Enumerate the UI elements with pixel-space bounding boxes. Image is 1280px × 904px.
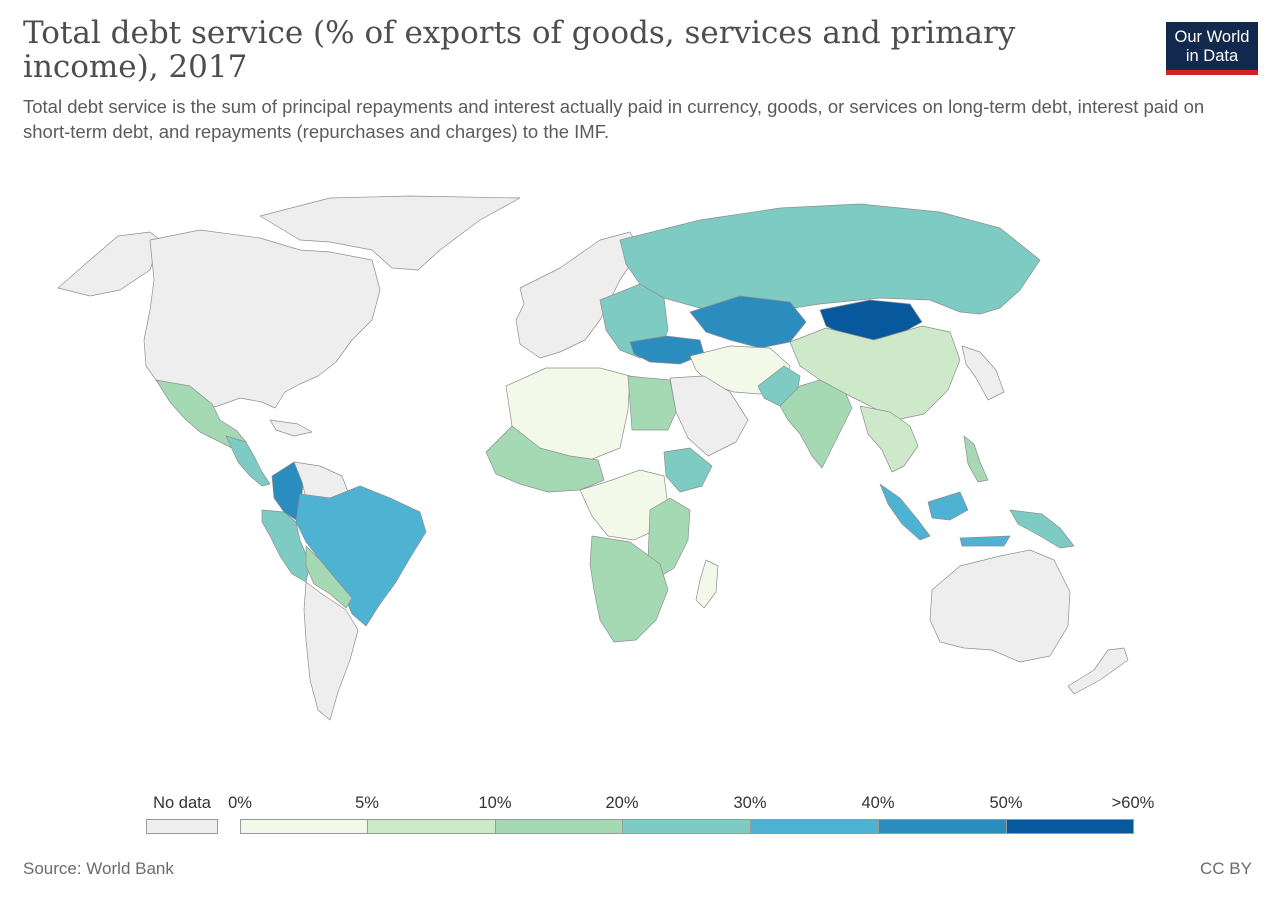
legend-no-data-label: No data [153,794,211,812]
region-madagascar[interactable] [695,559,719,609]
legend-label-4: 30% [733,794,767,812]
region-russia[interactable] [619,203,1041,315]
region-europe[interactable] [515,231,641,359]
region-ethiopia[interactable] [663,447,713,493]
legend-label-0: 0% [228,794,252,812]
legend-label-5: 40% [861,794,895,812]
region-philippines[interactable] [963,435,989,483]
legend-swatch-2 [495,819,623,834]
legend-label-last: >60% [1111,794,1155,812]
region-brazil[interactable] [295,485,427,627]
source-note: Source: World Bank [23,859,174,878]
legend: No data 0% 5% 10% 20% 30% 40% 50% >60% [0,780,1280,840]
region-new-zealand[interactable] [1067,647,1129,695]
region-greenland[interactable] [259,195,521,271]
region-egypt[interactable] [627,375,677,431]
region-argentina-chile[interactable] [303,581,359,721]
license-link[interactable]: CC BY [1200,859,1252,878]
legend-swatch-0 [240,819,368,834]
region-canada-usa[interactable] [143,229,381,411]
legend-swatch-5 [878,819,1007,834]
legend-swatch-6 [1006,819,1134,834]
region-arabian-peninsula[interactable] [669,375,749,457]
legend-swatch-1 [367,819,496,834]
region-central-america[interactable] [225,435,271,487]
chart-subtitle: Total debt service is the sum of princip… [23,96,1205,142]
chart-title: Total debt service (% of exports of good… [23,15,1016,85]
legend-swatch-4 [750,819,879,834]
region-bolivia-paraguay[interactable] [305,545,353,609]
region-west-africa[interactable] [485,425,605,493]
logo-line-2: in Data [1185,47,1239,65]
region-papua-new-guinea[interactable] [1009,509,1075,549]
legend-label-1: 5% [355,794,379,812]
region-australia[interactable] [929,549,1071,663]
logo-accent-bar [1166,70,1258,75]
logo-line-1: Our World [1174,28,1250,46]
owid-logo[interactable]: Our World in Data [1166,22,1258,75]
legend-no-data-swatch [146,819,218,834]
region-caribbean[interactable] [269,419,313,437]
legend-label-2: 10% [478,794,512,812]
world-map[interactable] [0,180,1280,760]
region-indonesia[interactable] [879,483,1011,547]
legend-label-6: 50% [989,794,1023,812]
legend-label-3: 20% [605,794,639,812]
region-southeast-asia[interactable] [859,405,919,473]
legend-swatch-3 [622,819,751,834]
region-india[interactable] [779,379,853,469]
region-alaska[interactable] [57,231,161,297]
region-southern-africa[interactable] [589,535,669,643]
region-japan-korea[interactable] [961,345,1005,401]
